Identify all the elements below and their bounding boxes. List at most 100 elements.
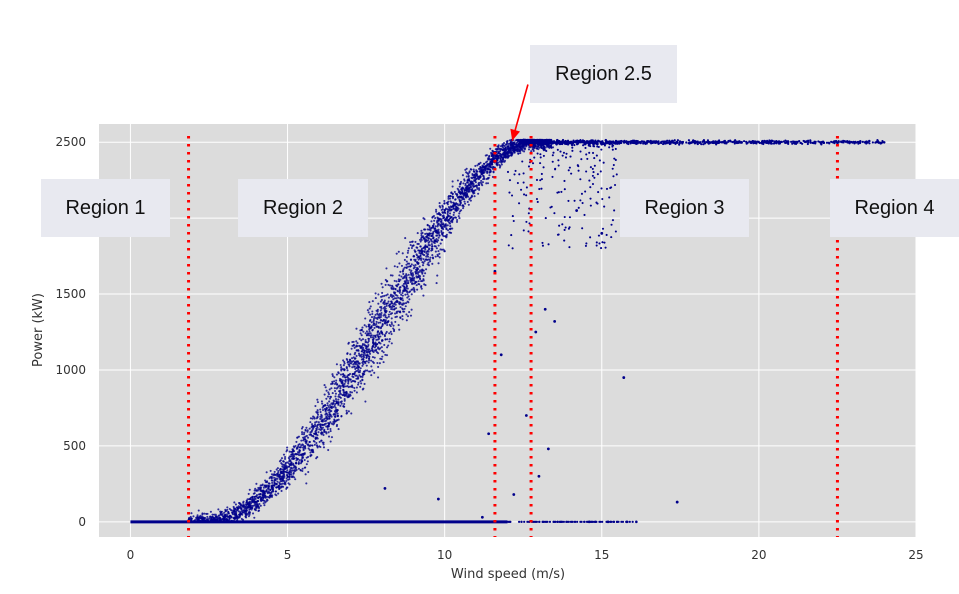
data-point — [548, 520, 552, 523]
data-point — [230, 516, 233, 519]
data-point — [390, 286, 393, 289]
data-point — [371, 356, 374, 359]
data-point — [400, 264, 404, 267]
data-point — [304, 445, 307, 448]
data-point — [351, 373, 354, 376]
data-point — [355, 386, 358, 389]
data-point — [317, 431, 320, 434]
data-point — [427, 253, 430, 256]
data-point — [208, 517, 211, 520]
data-point — [357, 383, 360, 386]
data-point — [304, 473, 307, 476]
data-point — [365, 330, 368, 333]
data-point — [286, 461, 289, 464]
data-point — [330, 387, 333, 390]
data-point — [213, 516, 216, 520]
data-point — [301, 431, 304, 434]
data-point — [249, 506, 252, 509]
data-point — [513, 173, 516, 176]
data-point — [396, 294, 399, 297]
data-point — [368, 348, 371, 351]
data-point — [474, 164, 477, 168]
data-point — [412, 267, 415, 270]
data-point — [422, 294, 425, 297]
data-point — [361, 364, 364, 367]
data-point — [409, 314, 413, 317]
data-point — [405, 302, 408, 305]
data-point — [762, 141, 766, 144]
data-point — [392, 327, 395, 330]
data-point — [334, 415, 337, 418]
data-point — [257, 486, 260, 489]
data-point — [809, 141, 812, 144]
data-point — [344, 379, 347, 382]
data-point — [318, 428, 321, 431]
data-point — [320, 420, 323, 423]
data-point — [678, 141, 682, 145]
data-point — [438, 202, 441, 205]
data-point — [290, 471, 293, 474]
data-point — [342, 364, 345, 367]
data-point — [504, 148, 508, 151]
data-point — [367, 339, 370, 343]
data-point — [327, 415, 330, 418]
data-point — [542, 148, 545, 151]
data-point — [452, 195, 455, 198]
data-point — [307, 471, 310, 474]
data-point — [427, 239, 430, 242]
data-point — [796, 141, 799, 144]
data-point — [350, 391, 354, 394]
data-point — [466, 200, 469, 203]
data-point — [366, 345, 369, 348]
data-point — [441, 208, 444, 211]
data-point — [370, 334, 373, 337]
data-point — [371, 345, 374, 348]
data-point — [416, 267, 419, 270]
data-point — [268, 482, 271, 485]
data-point — [605, 233, 608, 237]
data-point — [725, 141, 728, 145]
data-point — [337, 400, 340, 404]
data-point — [400, 275, 403, 278]
data-point — [389, 284, 392, 287]
data-point — [444, 208, 447, 211]
data-point — [206, 515, 209, 518]
data-point — [580, 192, 584, 195]
data-point — [197, 517, 200, 520]
data-point — [367, 334, 370, 337]
data-point — [327, 391, 330, 394]
data-point — [379, 319, 382, 322]
data-point — [407, 273, 410, 276]
data-point — [427, 261, 430, 264]
data-point — [224, 520, 227, 523]
data-point — [258, 502, 261, 506]
data-point — [419, 249, 423, 252]
data-point — [329, 421, 332, 424]
data-point — [302, 436, 305, 439]
data-point — [395, 311, 398, 315]
data-point — [379, 347, 382, 350]
data-point — [308, 448, 311, 451]
data-point — [517, 520, 521, 523]
data-point — [320, 414, 323, 418]
data-point — [633, 139, 636, 142]
data-point — [376, 362, 379, 365]
data-point — [431, 245, 434, 248]
data-point — [478, 188, 481, 191]
data-point — [446, 229, 450, 232]
data-point — [368, 330, 371, 333]
data-point — [382, 361, 385, 364]
data-point — [436, 217, 440, 220]
data-point — [480, 169, 484, 172]
data-point — [282, 463, 285, 466]
data-point — [397, 283, 400, 286]
data-point — [481, 165, 484, 168]
data-point — [481, 181, 484, 184]
data-point — [485, 165, 488, 168]
data-point — [320, 428, 323, 431]
data-point — [598, 159, 601, 162]
data-point — [385, 354, 389, 357]
data-point — [270, 477, 273, 480]
data-point — [355, 391, 358, 394]
data-point — [267, 485, 270, 489]
